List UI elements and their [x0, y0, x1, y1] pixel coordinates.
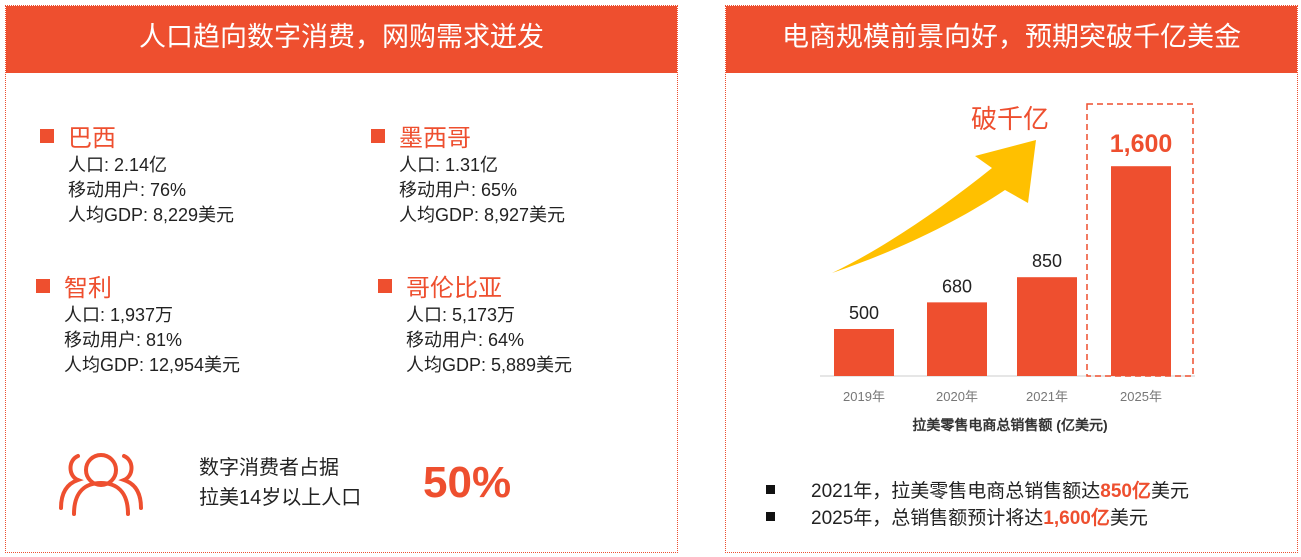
- population: 人口: 1.31亿: [399, 155, 499, 175]
- gdp-per-capita: 人均GDP: 8,927美元: [399, 205, 566, 225]
- left-panel-title: 人口趋向数字消费，网购需求迸发: [6, 6, 677, 73]
- country-card: 哥伦比亚 人口: 5,173万 移动用户: 64% 人均GDP: 5,889美元: [378, 268, 572, 378]
- country-card: 智利 人口: 1,937万 移动用户: 81% 人均GDP: 12,954美元: [36, 268, 240, 378]
- gdp-per-capita: 人均GDP: 8,229美元: [68, 205, 235, 225]
- country-name: 墨西哥: [371, 118, 565, 153]
- population: 人口: 1,937万: [64, 305, 174, 325]
- summary-line2: 拉美14岁以上人口: [199, 487, 362, 509]
- country-name: 智利: [36, 268, 240, 303]
- bullet-item: 2025年，总销售额预计将达 1,600亿 美元: [766, 503, 1148, 530]
- country-name: 哥伦比亚: [378, 268, 572, 303]
- bar-value-label: 850: [1032, 251, 1062, 271]
- x-tick-label: 2025年: [1120, 389, 1162, 404]
- x-tick-label: 2021年: [1026, 389, 1068, 404]
- bar-2019年: [834, 329, 894, 376]
- x-axis-title: 拉美零售电商总销售额 (亿美元): [912, 417, 1107, 433]
- square-bullet-icon: [371, 128, 385, 143]
- square-bullet-icon: [378, 278, 392, 293]
- gdp-per-capita: 人均GDP: 12,954美元: [64, 355, 241, 375]
- population: 人口: 2.14亿: [68, 155, 168, 175]
- square-bullet-icon: [36, 278, 50, 293]
- bullet-item: 2021年，拉美零售电商总销售额达 850亿 美元: [766, 476, 1189, 503]
- right-panel: 电商规模前景向好，预期突破千亿美金 破千亿 500 2019年 680 2020年 850…: [725, 5, 1298, 553]
- left-panel: 人口趋向数字消费，网购需求迸发 巴西 人口: 2.14亿 移动用户: 76% 人…: [5, 5, 678, 553]
- bar-value-label: 1,600: [1110, 130, 1173, 158]
- population: 人口: 5,173万: [406, 305, 516, 325]
- summary-line1: 数字消费者占据: [199, 457, 339, 479]
- bullet-icon: [766, 512, 775, 521]
- summary-value: 50%: [423, 458, 512, 507]
- summary-text: 数字消费者占据 拉美14岁以上人口: [199, 453, 361, 513]
- sales-bar-chart: 破千亿 500 2019年 680 2020年 850 2021年 1,600 2025年拉美零…: [820, 103, 1195, 433]
- bar-value-label: 500: [849, 303, 879, 323]
- bar-2020年: [927, 302, 987, 376]
- right-panel-title: 电商规模前景向好，预期突破千亿美金: [726, 6, 1297, 73]
- bar-value-label: 680: [942, 276, 972, 296]
- users-icon: [59, 453, 143, 516]
- mobile-users: 移动用户: 65%: [399, 180, 518, 200]
- bar-2025年: [1111, 166, 1171, 376]
- square-bullet-icon: [40, 128, 54, 143]
- mobile-users: 移动用户: 81%: [64, 330, 183, 350]
- country-name: 巴西: [40, 118, 234, 153]
- mobile-users: 移动用户: 64%: [406, 330, 525, 350]
- mobile-users: 移动用户: 76%: [68, 180, 187, 200]
- bullet-icon: [766, 485, 775, 494]
- country-card: 巴西 人口: 2.14亿 移动用户: 76% 人均GDP: 8,229美元: [40, 118, 234, 228]
- growth-arrow-icon: [832, 140, 1036, 273]
- x-tick-label: 2020年: [936, 389, 978, 404]
- x-tick-label: 2019年: [843, 389, 885, 404]
- bar-2021年: [1017, 277, 1077, 376]
- arrow-label: 破千亿: [971, 105, 1049, 135]
- gdp-per-capita: 人均GDP: 5,889美元: [406, 355, 573, 375]
- country-card: 墨西哥 人口: 1.31亿 移动用户: 65% 人均GDP: 8,927美元: [371, 118, 565, 228]
